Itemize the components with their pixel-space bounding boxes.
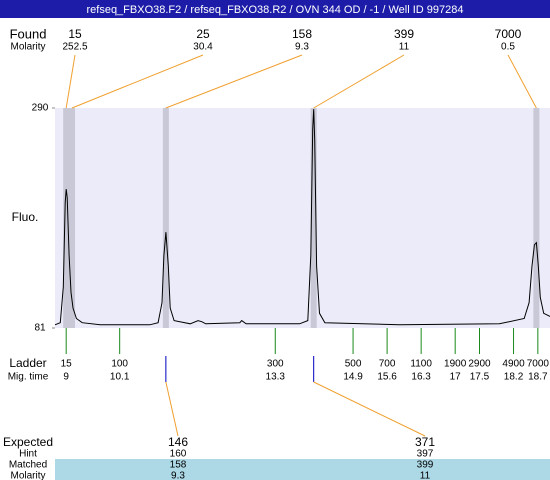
mig-time: 9 xyxy=(63,372,69,383)
ladder-size: 100 xyxy=(111,359,128,370)
found-molarity: 11 xyxy=(399,42,410,53)
mig-time: 16.3 xyxy=(411,372,431,383)
expected-molarity: 11 xyxy=(420,471,431,480)
ladder-size: 15 xyxy=(61,359,73,370)
ladder-size: 4900 xyxy=(502,359,525,370)
peak-band xyxy=(63,108,70,328)
peak-band xyxy=(69,108,76,328)
found-molarity: 9.3 xyxy=(295,42,309,53)
mig-time: 14.9 xyxy=(343,372,363,383)
ladder-size: 700 xyxy=(379,359,396,370)
peak-band xyxy=(310,108,317,328)
y-tick-label: 290 xyxy=(32,103,49,114)
peak-band xyxy=(533,108,540,328)
expected-size: 146 xyxy=(168,435,188,449)
found-molarity: 0.5 xyxy=(501,42,515,53)
found-connector xyxy=(165,54,303,109)
hint-size: 397 xyxy=(417,449,434,460)
mig-time: 13.3 xyxy=(266,372,286,383)
ladder-size: 500 xyxy=(345,359,362,370)
found-connector xyxy=(313,54,405,109)
expected-connector xyxy=(313,381,426,437)
mig-time: 15.6 xyxy=(377,372,397,383)
found-size: 7000 xyxy=(495,27,522,41)
found-size: 399 xyxy=(394,27,414,41)
hint-size: 160 xyxy=(170,449,187,460)
found-size: 25 xyxy=(196,27,210,41)
found-size: 15 xyxy=(68,27,82,41)
ladder-label: Ladder xyxy=(9,356,46,370)
found-size: 158 xyxy=(292,27,312,41)
found-connector xyxy=(507,54,537,109)
expected-molarity-label: Molarity xyxy=(10,471,45,480)
found-connector xyxy=(71,54,204,109)
expected-connector xyxy=(165,381,179,437)
mig-time: 18.7 xyxy=(528,372,548,383)
mig-time: 17 xyxy=(450,372,462,383)
found-molarity: 252.5 xyxy=(62,42,87,53)
hint-label: Hint xyxy=(19,449,37,460)
y-axis-label: Fluo. xyxy=(12,210,39,224)
matched-size: 158 xyxy=(170,460,187,471)
mig-time: 17.5 xyxy=(470,372,490,383)
trace xyxy=(54,109,550,326)
ladder-size: 1900 xyxy=(444,359,467,370)
mig-time: 10.1 xyxy=(110,372,130,383)
mig-time-label: Mig. time xyxy=(8,372,49,383)
found-molarity: 30.4 xyxy=(193,42,213,53)
expected-molarity: 9.3 xyxy=(171,471,185,480)
matched-band xyxy=(55,459,550,480)
ladder-size: 300 xyxy=(267,359,284,370)
ladder-size: 7000 xyxy=(527,359,550,370)
mig-time: 18.2 xyxy=(504,372,524,383)
found-molarity-label: Molarity xyxy=(10,42,45,53)
ladder-size: 2900 xyxy=(468,359,491,370)
expected-size: 371 xyxy=(415,435,435,449)
peak-band xyxy=(162,108,169,328)
header-title: refseq_FBXO38.F2 / refseq_FBXO38.R2 / OV… xyxy=(86,4,463,16)
ladder-size: 1100 xyxy=(410,359,432,370)
found-connector xyxy=(65,54,76,109)
plot-area xyxy=(55,108,550,328)
expected-label: Expected xyxy=(3,435,53,449)
y-tick-label: 81 xyxy=(34,323,46,334)
matched-size: 399 xyxy=(417,460,434,471)
header-bar xyxy=(0,0,550,18)
found-label: Found xyxy=(10,26,47,41)
matched-label: Matched xyxy=(9,460,47,471)
